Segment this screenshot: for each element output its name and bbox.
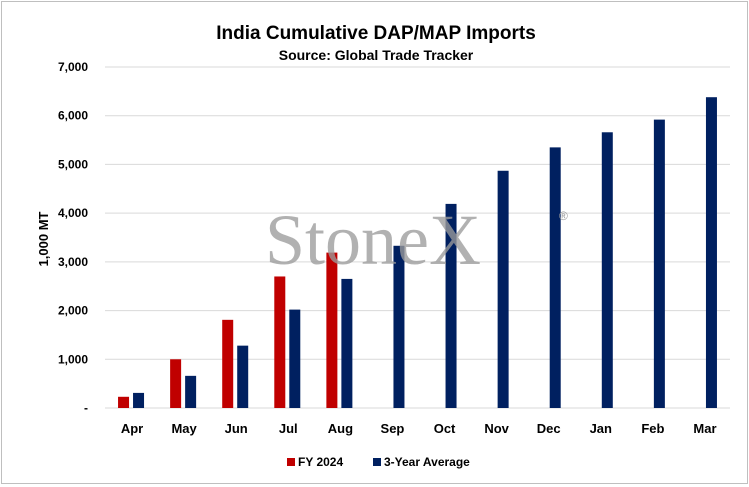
x-tick-label: Jun: [225, 421, 248, 436]
bar-fy2024-aug: [326, 252, 338, 408]
legend-swatch-3yr-avg: [373, 458, 381, 466]
bar-3yr-avg-apr: [133, 392, 145, 408]
watermark-registered-mark: ®: [559, 209, 568, 223]
bar-3yr-avg-sep: [393, 245, 405, 408]
gridlines: [105, 66, 730, 409]
chart-title: India Cumulative DAP/MAP Imports: [216, 23, 536, 44]
watermark-logo: StoneX: [265, 200, 481, 280]
x-tick-label: Jan: [590, 421, 612, 436]
bar-3yr-avg-dec: [549, 147, 561, 408]
bars: [118, 97, 717, 409]
x-tick-label: Dec: [537, 421, 561, 436]
x-tick-label: Oct: [434, 421, 456, 436]
x-tick-label: Jul: [279, 421, 298, 436]
x-tick-label: Feb: [641, 421, 664, 436]
x-tick-label: Nov: [484, 421, 509, 436]
bar-3yr-avg-jun: [237, 345, 249, 408]
bar-3yr-avg-nov: [497, 170, 509, 408]
y-tick-label: 5,000: [58, 157, 88, 171]
y-axis-label: 1,000 MT: [36, 211, 51, 266]
x-tick-label: Aug: [328, 421, 353, 436]
x-tick-labels: Apr May Jun Jul Aug Sep Oct Nov Dec Jan Feb Mar: [121, 421, 717, 436]
bar-3yr-avg-aug: [341, 278, 353, 408]
x-tick-label: May: [171, 421, 197, 436]
bar-3yr-avg-jul: [289, 309, 301, 408]
bar-fy2024-jun: [222, 319, 234, 408]
x-tick-label: Sep: [381, 421, 405, 436]
bar-3yr-avg-oct: [445, 203, 457, 408]
bar-3yr-avg-feb: [653, 119, 665, 409]
bar-fy2024-jul: [274, 276, 286, 408]
y-tick-labels: - 1,000 2,000 3,000 4,000 5,000 6,000 7,000: [58, 60, 88, 415]
y-tick-label: 3,000: [58, 255, 88, 269]
legend-label: FY 2024: [298, 455, 343, 469]
y-tick-label: 7,000: [58, 60, 88, 74]
y-tick-label: 2,000: [58, 304, 88, 318]
legend: FY 2024 3-Year Average: [287, 455, 470, 469]
y-tick-label: -: [84, 401, 88, 415]
y-tick-label: 4,000: [58, 206, 88, 220]
bar-fy2024-may: [170, 359, 182, 408]
y-tick-label: 6,000: [58, 109, 88, 123]
legend-label: 3-Year Average: [384, 455, 470, 469]
chart-subtitle: Source: Global Trade Tracker: [279, 47, 474, 63]
bar-fy2024-apr: [118, 396, 130, 408]
x-tick-label: Mar: [693, 421, 716, 436]
bar-3yr-avg-jan: [601, 132, 613, 408]
x-tick-label: Apr: [121, 421, 143, 436]
legend-swatch-fy2024: [287, 458, 295, 466]
y-tick-label: 1,000: [58, 352, 88, 366]
bar-3yr-avg-may: [185, 375, 197, 408]
bar-3yr-avg-mar: [705, 97, 717, 409]
